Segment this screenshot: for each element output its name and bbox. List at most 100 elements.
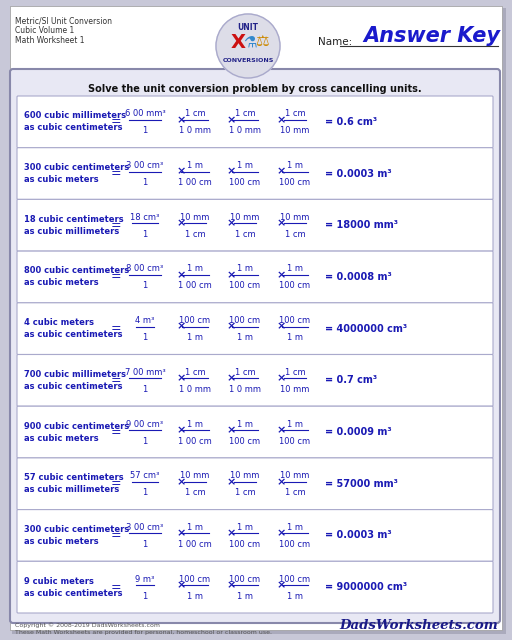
Text: 1 cm: 1 cm — [185, 368, 205, 377]
Text: 100 cm: 100 cm — [179, 575, 210, 584]
Text: 1 00 cm: 1 00 cm — [178, 540, 212, 549]
Text: 600 cubic millimeters: 600 cubic millimeters — [24, 111, 126, 120]
Circle shape — [216, 14, 280, 78]
Text: 1 cm: 1 cm — [234, 109, 255, 118]
Text: ×: × — [226, 425, 236, 435]
Text: ×: × — [276, 322, 286, 332]
Text: 1 m: 1 m — [237, 591, 253, 601]
Text: ⚗: ⚗ — [243, 35, 257, 49]
Text: = 0.0008 m³: = 0.0008 m³ — [325, 272, 392, 282]
Text: 10 mm: 10 mm — [280, 126, 310, 135]
Text: 100 cm: 100 cm — [229, 575, 261, 584]
Text: =: = — [111, 477, 121, 490]
Text: ×: × — [176, 115, 186, 125]
Text: 1 cm: 1 cm — [285, 368, 305, 377]
Text: ×: × — [176, 477, 186, 487]
Text: 1 m: 1 m — [187, 420, 203, 429]
Text: = 57000 mm³: = 57000 mm³ — [325, 479, 398, 489]
Text: ×: × — [176, 529, 186, 538]
Text: ×: × — [276, 529, 286, 538]
Text: ×: × — [226, 218, 236, 228]
Text: 100 cm: 100 cm — [280, 540, 311, 549]
Text: ×: × — [276, 218, 286, 228]
Text: 57 cubic centimeters: 57 cubic centimeters — [24, 473, 123, 483]
Text: ×: × — [226, 166, 236, 177]
Text: 10 mm: 10 mm — [230, 471, 260, 480]
Text: ×: × — [176, 166, 186, 177]
Text: ×: × — [276, 115, 286, 125]
Text: = 9000000 cm³: = 9000000 cm³ — [325, 582, 407, 592]
Text: 1 cm: 1 cm — [285, 230, 305, 239]
FancyBboxPatch shape — [17, 251, 493, 303]
Text: ×: × — [276, 580, 286, 590]
Text: as cubic centimeters: as cubic centimeters — [24, 382, 122, 391]
Text: 1 m: 1 m — [237, 523, 253, 532]
FancyBboxPatch shape — [17, 355, 493, 406]
Text: 1 cm: 1 cm — [234, 488, 255, 497]
Text: 10 mm: 10 mm — [280, 385, 310, 394]
Text: 100 cm: 100 cm — [229, 178, 261, 187]
FancyBboxPatch shape — [17, 200, 493, 251]
Text: 1 m: 1 m — [187, 264, 203, 273]
FancyBboxPatch shape — [17, 509, 493, 561]
Text: as cubic centimeters: as cubic centimeters — [24, 124, 122, 132]
Text: 1: 1 — [142, 282, 147, 291]
Text: 1 m: 1 m — [187, 591, 203, 601]
Text: 1 m: 1 m — [287, 264, 303, 273]
Text: as cubic millimeters: as cubic millimeters — [24, 227, 119, 236]
Text: 700 cubic millimeters: 700 cubic millimeters — [24, 370, 126, 379]
Text: 1 cm: 1 cm — [185, 230, 205, 239]
Text: 100 cm: 100 cm — [280, 282, 311, 291]
Text: as cubic centimeters: as cubic centimeters — [24, 330, 122, 339]
Text: 900 cubic centimeters: 900 cubic centimeters — [24, 422, 129, 431]
Text: = 0.6 cm³: = 0.6 cm³ — [325, 117, 377, 127]
Text: 100 cm: 100 cm — [280, 575, 311, 584]
FancyBboxPatch shape — [17, 561, 493, 613]
Text: 1 cm: 1 cm — [285, 109, 305, 118]
Text: 1: 1 — [142, 385, 147, 394]
Text: 1 cm: 1 cm — [234, 230, 255, 239]
Text: 9 m³: 9 m³ — [135, 575, 155, 584]
Text: Name:: Name: — [318, 37, 352, 47]
Text: DadsWorksheets.com: DadsWorksheets.com — [339, 619, 498, 632]
Text: 1 cm: 1 cm — [234, 368, 255, 377]
Text: 4 cubic meters: 4 cubic meters — [24, 318, 94, 327]
Text: 1 0 mm: 1 0 mm — [229, 126, 261, 135]
Text: as cubic centimeters: as cubic centimeters — [24, 589, 122, 598]
Text: 1: 1 — [142, 230, 147, 239]
FancyBboxPatch shape — [17, 406, 493, 458]
Text: 100 cm: 100 cm — [229, 316, 261, 325]
Text: =: = — [111, 167, 121, 180]
Text: 100 cm: 100 cm — [179, 316, 210, 325]
Text: Answer Key: Answer Key — [363, 26, 500, 46]
FancyBboxPatch shape — [17, 96, 493, 148]
Text: 4 m³: 4 m³ — [135, 316, 155, 325]
Text: 1 m: 1 m — [237, 333, 253, 342]
Text: 1 m: 1 m — [187, 161, 203, 170]
Text: 1 m: 1 m — [287, 333, 303, 342]
Text: = 0.7 cm³: = 0.7 cm³ — [325, 375, 377, 385]
Text: 1: 1 — [142, 488, 147, 497]
Text: ×: × — [226, 373, 236, 383]
FancyBboxPatch shape — [17, 303, 493, 355]
Text: 1 00 cm: 1 00 cm — [178, 436, 212, 445]
FancyBboxPatch shape — [17, 458, 493, 509]
Text: CONVERSIONS: CONVERSIONS — [222, 58, 274, 63]
Text: =: = — [111, 374, 121, 387]
Text: 57 cm³: 57 cm³ — [131, 471, 160, 480]
Text: ⚖: ⚖ — [255, 35, 269, 49]
Text: as cubic meters: as cubic meters — [24, 175, 99, 184]
Text: ×: × — [226, 270, 236, 280]
Text: ×: × — [276, 477, 286, 487]
Text: = 0.0003 m³: = 0.0003 m³ — [325, 168, 392, 179]
Text: 1 m: 1 m — [237, 161, 253, 170]
Text: =: = — [111, 529, 121, 542]
Text: 18 cm³: 18 cm³ — [131, 212, 160, 221]
Text: 10 mm: 10 mm — [180, 471, 210, 480]
Text: 1 00 cm: 1 00 cm — [178, 282, 212, 291]
Text: 1 m: 1 m — [237, 264, 253, 273]
Text: 8 00 cm³: 8 00 cm³ — [126, 264, 164, 273]
Text: ×: × — [226, 477, 236, 487]
Text: ×: × — [176, 373, 186, 383]
Text: 9 cubic meters: 9 cubic meters — [24, 577, 94, 586]
